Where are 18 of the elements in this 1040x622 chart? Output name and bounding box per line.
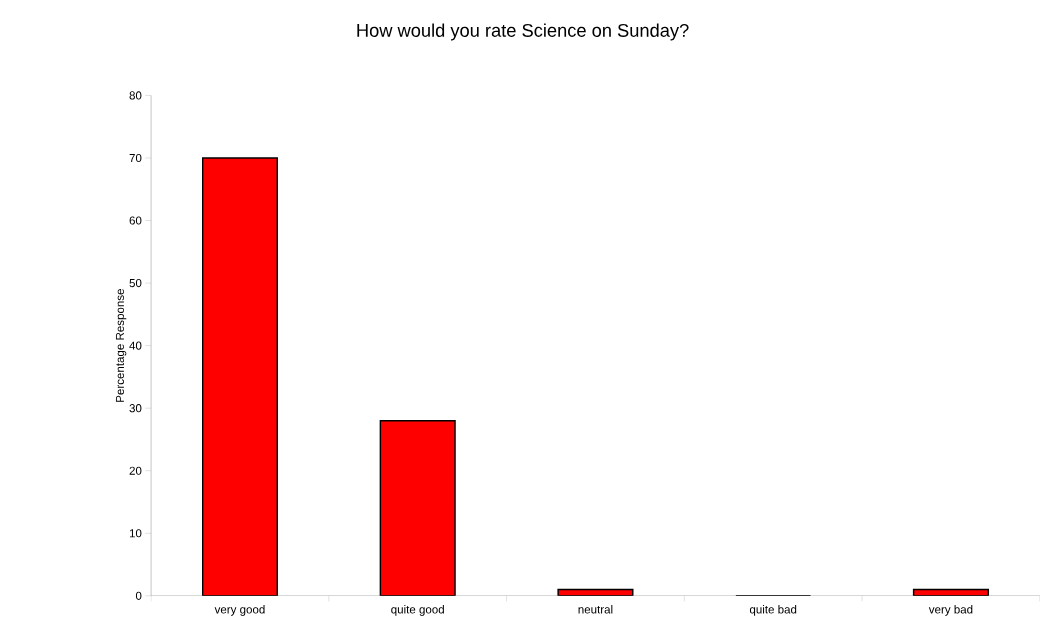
y-axis-title: Percentage Response [115, 288, 127, 402]
y-tick-label: 0 [135, 591, 142, 600]
x-tick-label: quite good [391, 604, 444, 616]
y-tick-label: 60 [129, 216, 142, 225]
y-tick-label: 40 [129, 341, 142, 350]
y-tick-label: 50 [129, 278, 142, 288]
y-tick-label: 70 [129, 153, 142, 163]
y-tick-label: 80 [129, 91, 142, 100]
y-tick-label: 30 [129, 404, 142, 413]
y-tick-label: 20 [129, 466, 142, 475]
x-tick-label: very good [214, 604, 265, 616]
x-tick-label: neutral [578, 604, 613, 614]
bar [201, 157, 279, 596]
y-tick-label: 10 [129, 529, 142, 538]
x-tick-label: quite bad [749, 604, 797, 616]
chart-title: How would you rate Science on Sunday? [357, 23, 689, 41]
bar [379, 419, 456, 596]
x-tick-label: very bad [928, 604, 973, 616]
